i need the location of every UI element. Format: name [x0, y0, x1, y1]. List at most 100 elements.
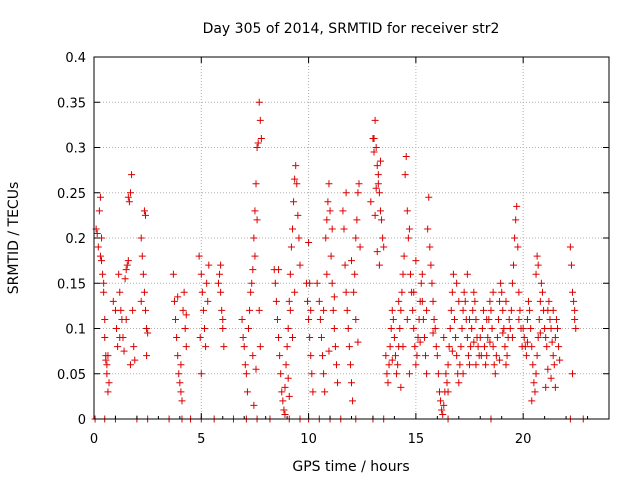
data-point [376, 207, 384, 215]
data-point [370, 134, 378, 142]
data-point [375, 261, 383, 269]
data-point [570, 297, 578, 305]
data-point [549, 306, 557, 314]
data-point [342, 189, 350, 197]
data-point [522, 352, 530, 360]
data-point [523, 338, 531, 346]
data-point [551, 334, 559, 342]
data-point [370, 148, 378, 156]
data-point [390, 334, 398, 342]
data-point [448, 347, 456, 355]
data-point [286, 270, 294, 278]
data-point [278, 388, 286, 396]
data-point [491, 370, 499, 378]
data-point [125, 198, 133, 206]
data-point [547, 374, 555, 382]
data-point [476, 334, 484, 342]
data-point [389, 315, 397, 323]
data-point [399, 270, 407, 278]
data-point [355, 180, 363, 188]
data-point [461, 297, 469, 305]
data-point [281, 383, 289, 391]
data-point [492, 352, 500, 360]
data-point [400, 252, 408, 260]
y-tick-label: 0.4 [65, 51, 86, 66]
data-point [500, 325, 508, 332]
data-point [373, 162, 381, 170]
data-point [329, 306, 337, 314]
data-point [305, 239, 313, 247]
data-point [294, 211, 302, 219]
data-point [140, 207, 148, 215]
data-point [484, 334, 492, 342]
data-point [142, 211, 149, 219]
data-point [452, 334, 460, 342]
data-point [451, 315, 458, 323]
data-point [327, 252, 335, 260]
data-point [384, 379, 392, 387]
data-point [283, 343, 291, 351]
data-point [351, 270, 359, 278]
data-point [511, 234, 519, 242]
data-point [202, 343, 210, 351]
data-point [175, 370, 183, 378]
data-point [425, 193, 433, 201]
data-point [510, 261, 518, 269]
data-point [376, 157, 384, 165]
data-point [490, 361, 498, 369]
data-point [128, 171, 136, 179]
data-point [458, 325, 466, 332]
data-point [405, 225, 413, 233]
x-tick-label: 5 [197, 432, 205, 447]
data-point [292, 162, 300, 170]
data-point [99, 270, 107, 278]
data-point [463, 334, 471, 342]
data-point [201, 325, 209, 332]
data-point [342, 288, 350, 296]
data-point [407, 270, 415, 278]
data-point [251, 252, 259, 260]
data-point [438, 406, 446, 414]
data-point [479, 306, 487, 314]
data-point [520, 334, 528, 342]
data-point [453, 352, 461, 360]
data-point [567, 261, 575, 269]
data-point [431, 325, 439, 332]
data-point [412, 257, 420, 265]
data-point [474, 343, 482, 351]
data-point [499, 306, 507, 314]
data-point [323, 270, 331, 278]
data-point [102, 356, 110, 364]
data-point [100, 288, 108, 296]
data-point [530, 379, 538, 387]
data-point [403, 207, 411, 215]
data-point [569, 288, 577, 296]
data-point [541, 325, 549, 332]
data-point [516, 306, 524, 314]
data-point [182, 311, 190, 319]
data-point [218, 306, 226, 314]
data-point [323, 216, 331, 224]
data-point [140, 288, 148, 296]
data-point [457, 343, 465, 351]
data-point [172, 315, 180, 323]
data-point [176, 379, 184, 387]
data-point [571, 306, 579, 314]
data-point [332, 361, 340, 369]
data-point [216, 270, 224, 278]
data-point [252, 365, 260, 373]
data-point [251, 207, 259, 215]
data-point [534, 261, 542, 269]
data-point [354, 189, 362, 197]
data-point [124, 193, 132, 201]
data-point [249, 352, 257, 360]
data-point [144, 329, 152, 337]
data-point [198, 288, 206, 296]
data-point [319, 352, 327, 360]
data-point [555, 343, 563, 351]
data-point [446, 325, 454, 332]
data-point [422, 352, 430, 360]
data-point [197, 370, 205, 378]
data-point [487, 306, 495, 314]
